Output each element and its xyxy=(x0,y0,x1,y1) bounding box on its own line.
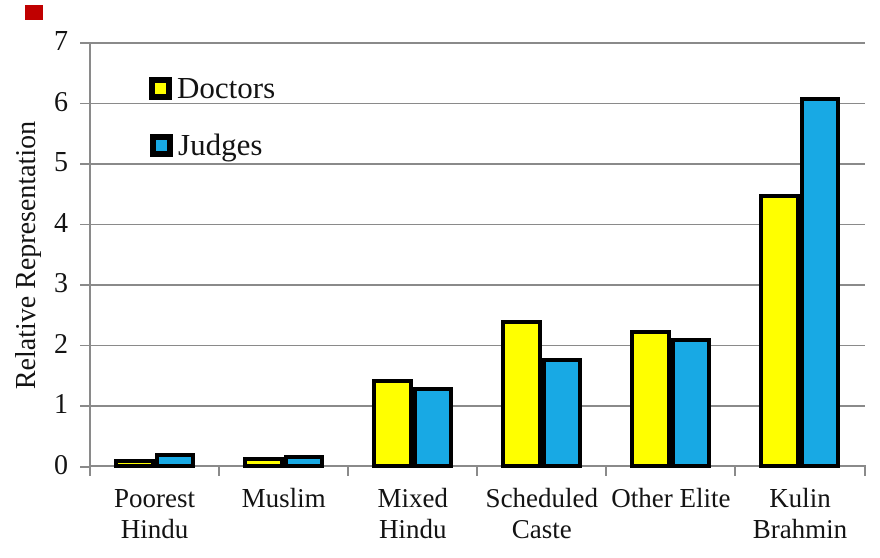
legend-swatch-judges xyxy=(150,133,173,157)
bar-judges-kulin-brahmin xyxy=(799,96,841,469)
y-tick-7 xyxy=(80,42,90,44)
x-category-label-line: Mixed xyxy=(377,483,448,513)
gridline-4 xyxy=(90,223,865,226)
y-tick-4 xyxy=(80,223,90,226)
x-tick-4 xyxy=(605,466,608,476)
x-tick-3 xyxy=(476,466,479,476)
bar-judges-muslim xyxy=(283,455,325,469)
gridline-6 xyxy=(90,102,865,105)
x-category-label-line: Poorest xyxy=(114,483,196,513)
bar-doctors-kulin-brahmin xyxy=(759,194,800,469)
gridline-2 xyxy=(90,344,865,347)
bar-judges-other-elite xyxy=(670,338,712,469)
y-tick-label-7: 7 xyxy=(54,26,68,58)
y-tick-6 xyxy=(80,102,90,105)
legend-item-judges: Judges xyxy=(150,127,262,163)
legend-label: Doctors xyxy=(177,70,276,105)
bar-doctors-mixed-hindu xyxy=(372,379,413,469)
x-category-label-line: Brahmin xyxy=(752,514,848,544)
x-category-label-scheduled-caste: Scheduled Caste xyxy=(469,483,614,545)
x-category-label-line: Hindu xyxy=(378,514,447,544)
y-axis-line xyxy=(88,42,91,468)
y-tick-2 xyxy=(80,344,90,347)
legend-item-doctors: Doctors xyxy=(149,70,275,106)
x-tick-6 xyxy=(863,466,866,476)
x-tick-0 xyxy=(89,466,91,476)
y-tick-3 xyxy=(80,284,90,286)
x-tick-2 xyxy=(347,466,350,476)
x-category-label-line: Other Elite xyxy=(611,483,731,513)
y-tick-0 xyxy=(80,466,90,468)
gridline-1 xyxy=(90,405,865,407)
bar-judges-poorest-hindu xyxy=(154,452,196,469)
y-tick-label-4: 4 xyxy=(54,207,68,239)
y-tick-label-3: 3 xyxy=(54,268,68,300)
y-tick-1 xyxy=(80,405,90,407)
legend-swatch-doctors xyxy=(149,76,172,100)
x-category-label-line: Caste xyxy=(511,514,572,544)
bar-doctors-other-elite xyxy=(630,330,671,469)
x-category-label-kulin-brahmin: Kulin Brahmin xyxy=(727,483,872,545)
x-category-label-line: Scheduled xyxy=(485,483,599,513)
x-category-label-line: Kulin xyxy=(769,483,831,513)
bar-doctors-scheduled-caste xyxy=(501,320,542,469)
bar-judges-mixed-hindu xyxy=(412,387,454,469)
gridline-3 xyxy=(90,284,865,286)
y-tick-label-2: 2 xyxy=(54,328,68,360)
x-category-label-muslim: Muslim xyxy=(211,483,356,514)
x-category-label-other-elite: Other Elite xyxy=(598,483,743,514)
x-category-label-line: Muslim xyxy=(241,483,326,513)
bar-judges-scheduled-caste xyxy=(541,357,583,469)
x-tick-1 xyxy=(218,466,221,476)
bar-doctors-muslim xyxy=(243,457,284,469)
gridline-5 xyxy=(90,163,865,165)
x-tick-5 xyxy=(734,466,737,476)
y-tick-label-6: 6 xyxy=(54,86,68,118)
y-tick-label-5: 5 xyxy=(54,147,68,179)
bar-doctors-poorest-hindu xyxy=(114,459,155,469)
gridline-7 xyxy=(90,42,865,44)
x-category-label-poorest-hindu: Poorest Hindu xyxy=(82,483,227,545)
red-corner-marker xyxy=(25,5,43,20)
y-tick-5 xyxy=(80,163,90,165)
y-tick-label-0: 0 xyxy=(54,450,68,481)
x-category-label-mixed-hindu: Mixed Hindu xyxy=(340,483,485,545)
legend-label: Judges xyxy=(178,127,263,162)
y-tick-label-1: 1 xyxy=(54,389,68,421)
x-category-label-line: Hindu xyxy=(120,514,189,544)
